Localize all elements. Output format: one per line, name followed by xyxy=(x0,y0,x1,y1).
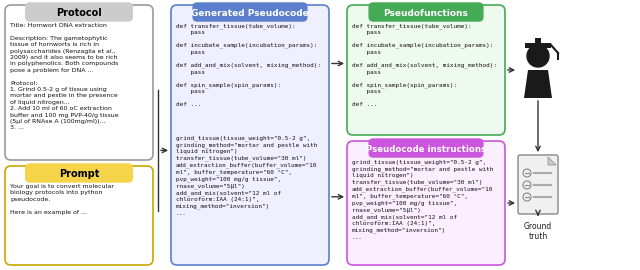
Circle shape xyxy=(527,45,549,67)
Text: Pseudofunctions: Pseudofunctions xyxy=(383,8,468,18)
FancyBboxPatch shape xyxy=(369,139,483,157)
FancyBboxPatch shape xyxy=(26,164,132,182)
FancyBboxPatch shape xyxy=(171,5,329,265)
FancyBboxPatch shape xyxy=(347,5,505,135)
Text: grind_tissue(tissue_weight="0.5-2 g",
grinding_method="mortar and pestle with
li: grind_tissue(tissue_weight="0.5-2 g", gr… xyxy=(176,135,317,216)
FancyBboxPatch shape xyxy=(347,141,505,265)
FancyBboxPatch shape xyxy=(26,3,132,21)
Text: Generated Pseudocode: Generated Pseudocode xyxy=(191,8,309,18)
Polygon shape xyxy=(548,157,556,165)
FancyBboxPatch shape xyxy=(535,38,541,43)
Text: Title: Hornwort DNA extraction

Description: The gametophytic
tissue of hornwort: Title: Hornwort DNA extraction Descripti… xyxy=(10,23,118,130)
FancyBboxPatch shape xyxy=(5,5,153,160)
Polygon shape xyxy=(524,70,552,98)
Text: def transfer_tissue(tube_volume):
    pass

def incubate_sample(incubation_param: def transfer_tissue(tube_volume): pass d… xyxy=(176,23,321,107)
Text: Protocol: Protocol xyxy=(56,8,102,18)
Text: Pseudocode instructions: Pseudocode instructions xyxy=(366,144,486,154)
Text: def transfer_tissue(tube_volume):
    pass

def incubate_sample(incubation_param: def transfer_tissue(tube_volume): pass d… xyxy=(352,23,497,107)
Text: grind_tissue(tissue_weight="0.5-2 g",
grinding_method="mortar and pestle with
li: grind_tissue(tissue_weight="0.5-2 g", gr… xyxy=(352,159,493,240)
Text: Prompt: Prompt xyxy=(59,169,99,179)
FancyBboxPatch shape xyxy=(525,43,551,48)
FancyBboxPatch shape xyxy=(518,155,558,214)
Text: Ground
truth: Ground truth xyxy=(524,222,552,241)
FancyBboxPatch shape xyxy=(369,3,483,21)
Text: Your goal is to convert molecular
biology protocols into python
pseudocode.

Her: Your goal is to convert molecular biolog… xyxy=(10,184,114,215)
FancyBboxPatch shape xyxy=(5,166,153,265)
FancyBboxPatch shape xyxy=(193,3,307,21)
